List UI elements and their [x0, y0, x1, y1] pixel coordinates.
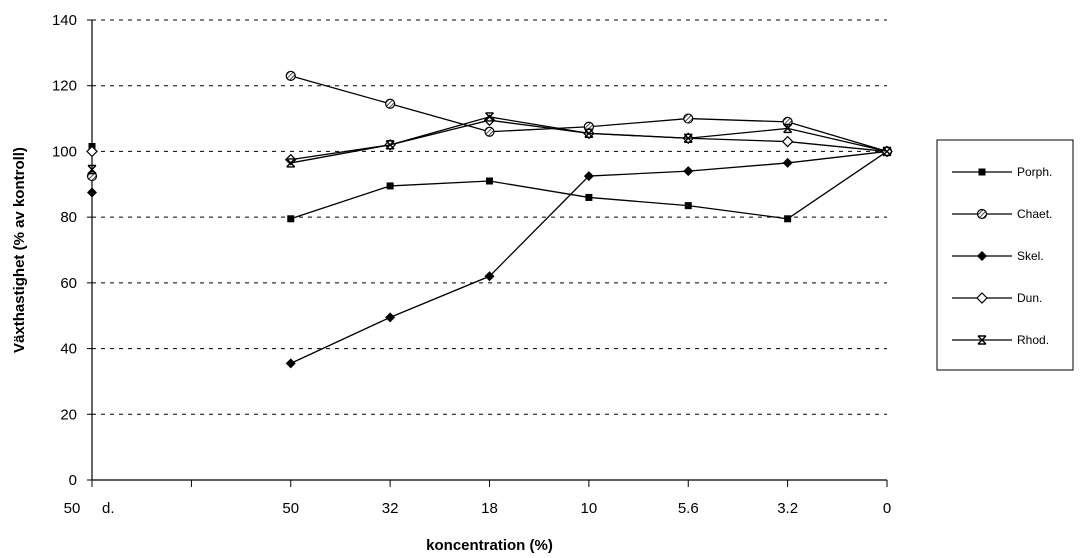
data-point [585, 193, 593, 201]
data-point [683, 133, 693, 143]
data-point [976, 208, 988, 220]
data-point [783, 123, 793, 134]
legend-label: Dun. [1017, 291, 1042, 305]
data-point [284, 153, 297, 166]
data-point [684, 202, 692, 210]
y-tick-label: 120 [52, 78, 77, 95]
legend-entry: Porph. [952, 165, 1052, 179]
data-point [483, 114, 496, 127]
data-point [485, 112, 494, 122]
data-point [976, 292, 988, 304]
y-tick-label: 40 [60, 341, 77, 358]
data-point [977, 251, 987, 261]
data-point [285, 358, 296, 369]
legend-entry: Skel. [952, 249, 1044, 263]
legend-box [936, 139, 1074, 371]
y-tick-label: 80 [60, 209, 77, 226]
data-point [486, 177, 493, 185]
y-tick-label: 20 [60, 406, 77, 423]
data-point [583, 171, 594, 182]
data-point [386, 182, 394, 190]
data-point [484, 271, 495, 282]
y-tick-label: 100 [52, 143, 77, 160]
data-point [882, 146, 892, 157]
x-tick-label: 50 [282, 500, 299, 517]
x-axis-title: koncentration (%) [426, 537, 553, 554]
data-point [87, 164, 97, 175]
data-point [683, 166, 694, 177]
legend: Porph. Chaet. Skel. Dun. Rhod. [936, 139, 1074, 371]
x-tick-label: 18 [481, 500, 498, 517]
y-tick-label: 0 [69, 472, 77, 489]
series-line [290, 150, 888, 364]
data-point [287, 215, 295, 223]
data-point [385, 140, 395, 150]
series-rhod [87, 112, 892, 175]
x-tick-label: d. [102, 500, 115, 517]
axes [87, 19, 888, 487]
legend-label: Rhod. [1017, 333, 1049, 347]
data-point [285, 70, 296, 81]
legend-entry: Dun. [952, 291, 1042, 305]
x-tick-label: 3.2 [777, 500, 798, 517]
data-point [784, 215, 792, 223]
legend-label: Porph. [1017, 165, 1052, 179]
data-point [484, 126, 495, 137]
legend-entry: Chaet. [952, 207, 1052, 221]
y-axis-title: Växthastighet (% av kontroll) [11, 147, 28, 353]
y-tick-label: 60 [60, 275, 77, 292]
series-dun [86, 114, 893, 166]
y-tick-labels: 0 20 40 60 80 100 120 140 [52, 12, 77, 489]
y-tick-label: 140 [52, 12, 77, 29]
x-tick-label: 32 [382, 500, 399, 517]
data-point [781, 135, 794, 148]
legend-label: Skel. [1017, 249, 1044, 263]
x-tick-label: 10 [581, 500, 598, 517]
x-tick-labels: 50 d. 50 32 18 10 5.6 3.2 0 [64, 500, 892, 517]
legend-label: Chaet. [1017, 207, 1052, 221]
series-group [86, 70, 893, 369]
data-point [977, 335, 987, 345]
data-point [782, 157, 793, 168]
data-point [286, 158, 296, 168]
data-point [385, 98, 396, 109]
data-point [584, 128, 594, 139]
data-point [385, 312, 396, 323]
data-point [683, 113, 694, 124]
x-tick-label: 0 [883, 500, 891, 517]
x-tick-label: 5.6 [678, 500, 699, 517]
gridlines [92, 19, 887, 415]
legend-entry: Rhod. [952, 333, 1049, 347]
data-point [86, 145, 98, 158]
data-point [87, 187, 97, 198]
x-tick-label: 50 [64, 500, 81, 517]
series-line [290, 75, 888, 153]
series-porph [88, 143, 891, 223]
data-point [978, 168, 986, 176]
